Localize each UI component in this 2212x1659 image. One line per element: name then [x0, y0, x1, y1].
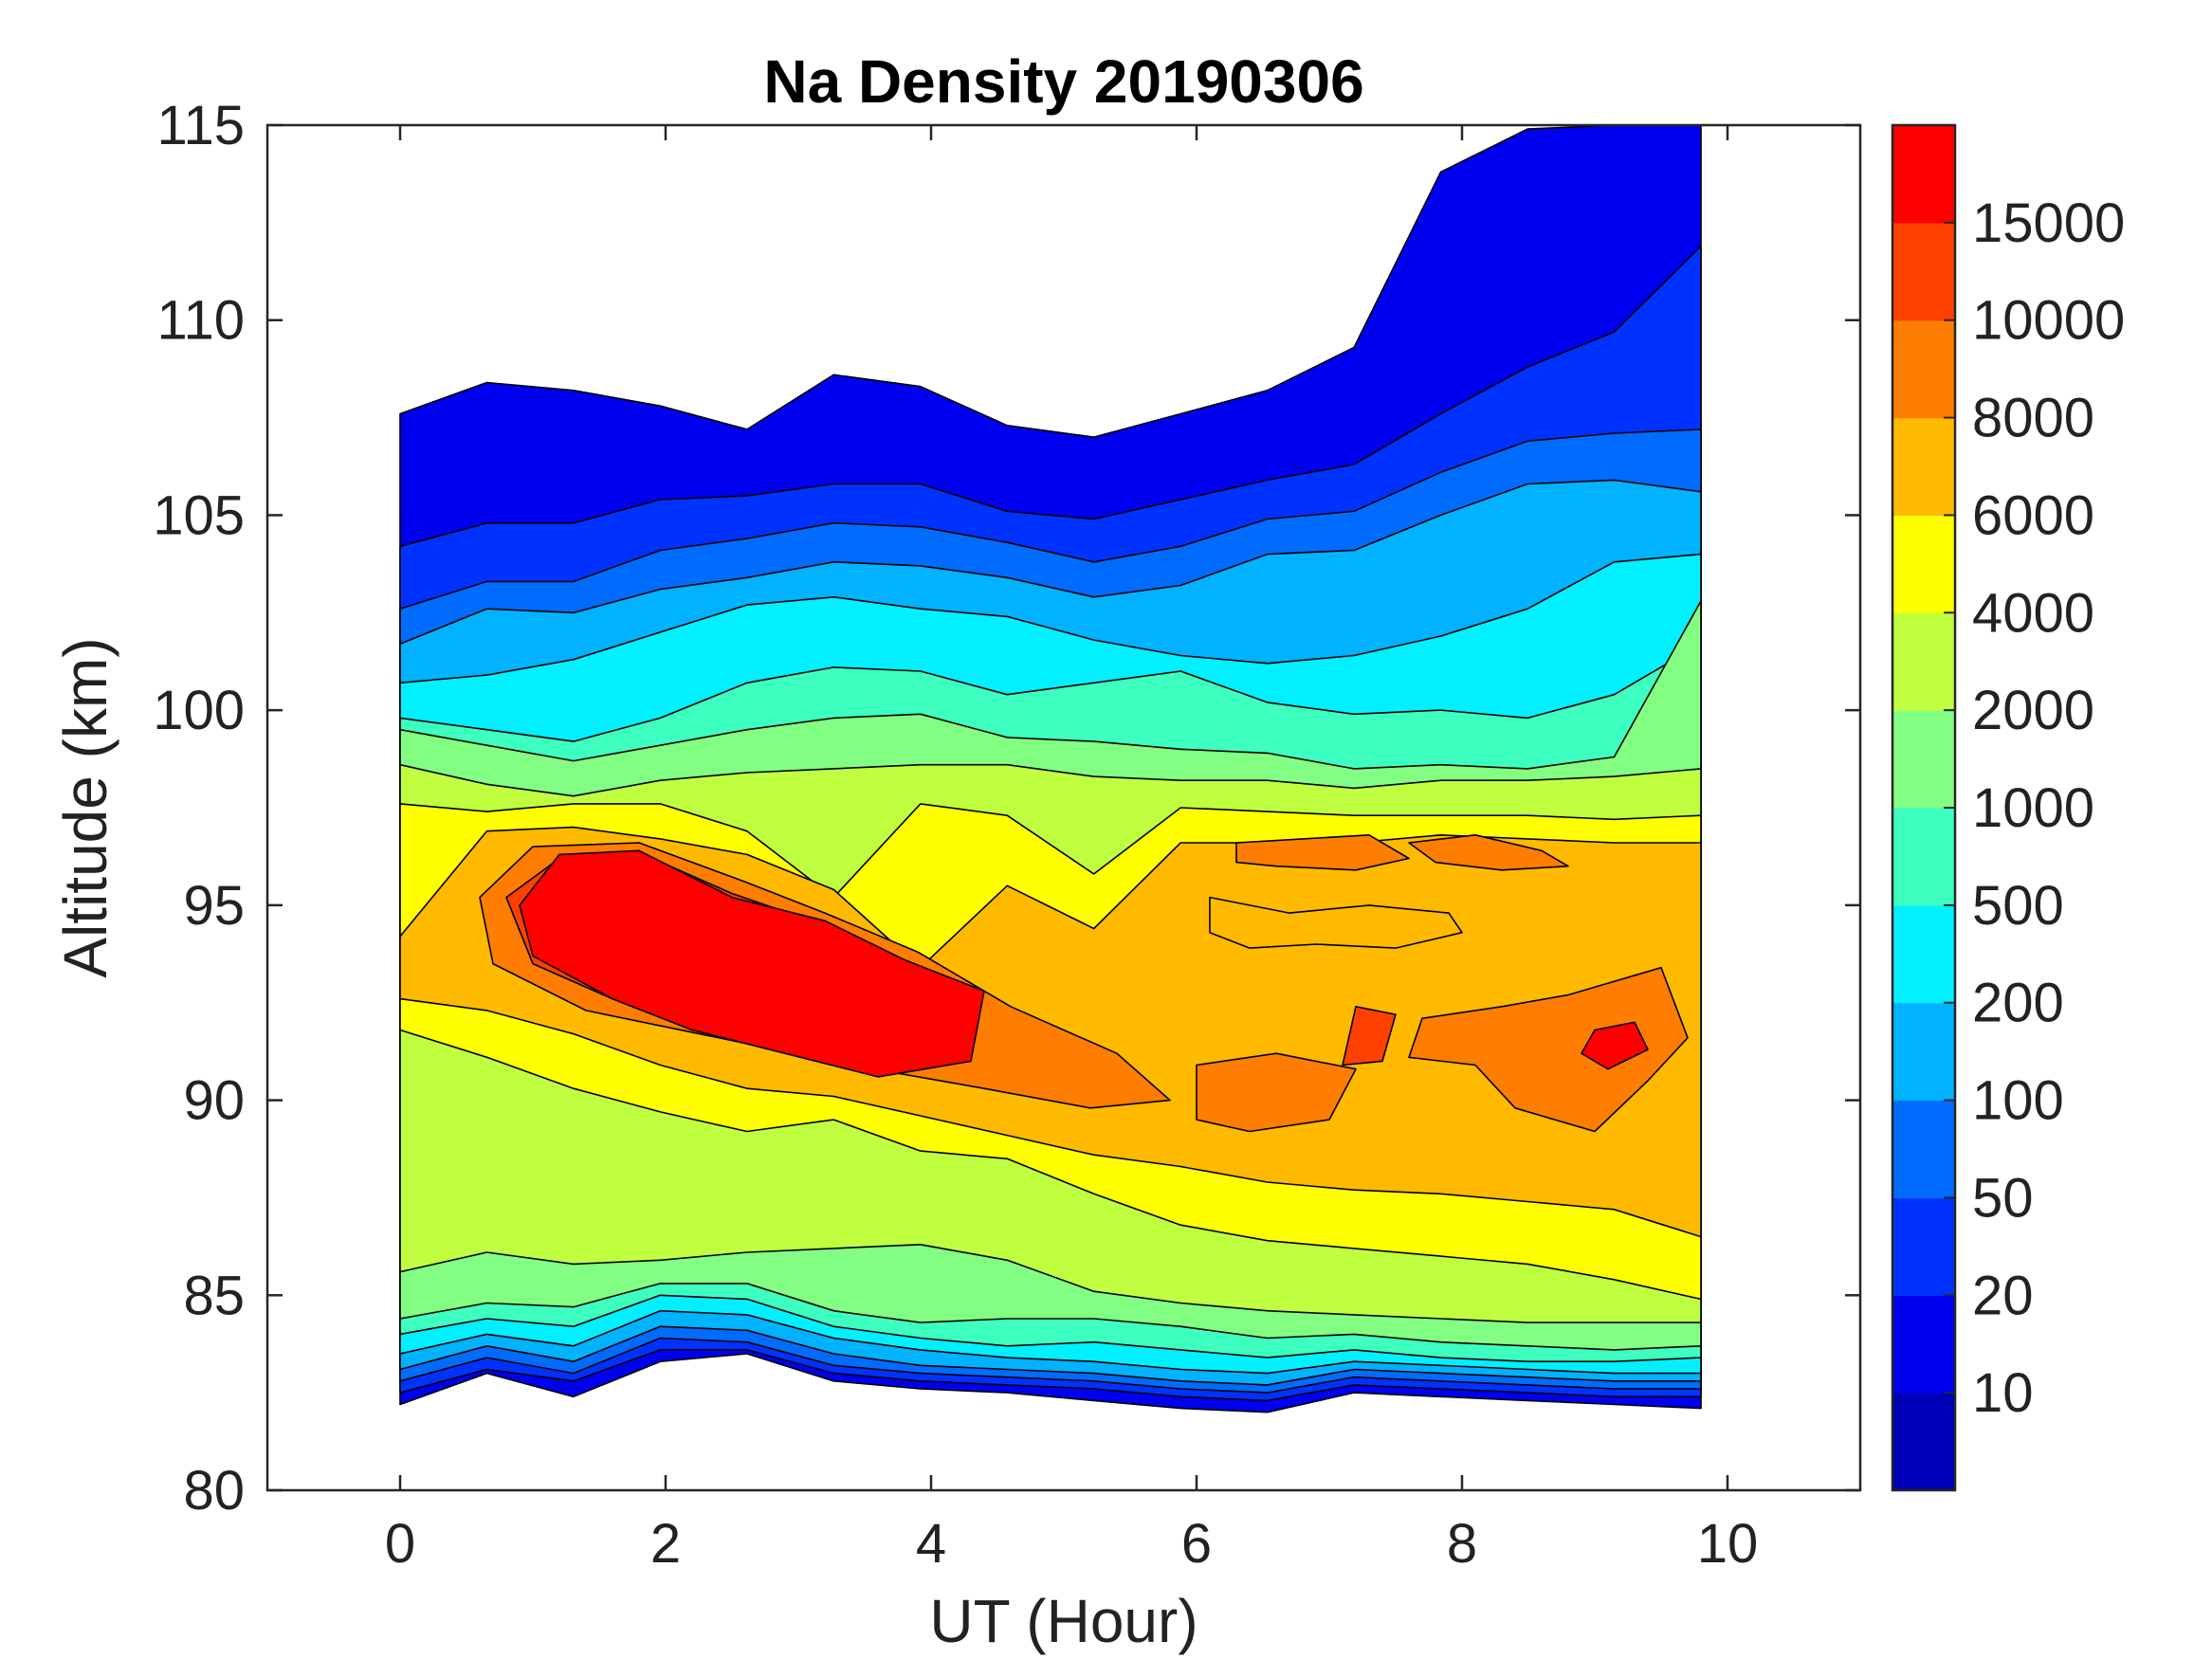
colorbar-tick-label: 100: [1972, 1070, 2064, 1132]
colorbar-swatch-4: [1892, 1002, 1955, 1102]
y-tick-label: 105: [153, 484, 245, 546]
y-tick-label: 80: [183, 1460, 245, 1522]
colorbar-swatch-5: [1892, 904, 1955, 1004]
x-axis-label: UT (Hour): [929, 1587, 1197, 1655]
x-tick-label: 4: [916, 1513, 946, 1575]
y-axis-label: Altitude (km): [51, 637, 119, 977]
plot-frame: [265, 123, 1862, 1492]
colorbar-tick-label: 1000: [1972, 777, 2094, 839]
y-tick-label: 85: [183, 1265, 245, 1326]
colorbar-swatch-2: [1892, 1197, 1955, 1296]
colorbar-swatch-11: [1892, 319, 1955, 419]
colorbar-swatch-6: [1892, 808, 1955, 906]
y-axis: 80 85 90 95 100 105 110 115: [153, 95, 1860, 1522]
colorbar-tick-label: 50: [1972, 1167, 2034, 1229]
contour-patch-8000-7: [1408, 966, 1689, 1133]
colorbar-swatch-8: [1892, 612, 1955, 711]
colorbar-swatch-3: [1892, 1100, 1955, 1199]
x-axis: 0 2 4 6 8 10: [385, 125, 1758, 1575]
contour-patch-15000-2: [519, 849, 985, 1078]
contour-patch-8000-3: [1235, 833, 1410, 871]
contour-patch-15000-9: [1581, 1021, 1649, 1070]
colorbar-tick-label: 6000: [1972, 484, 2094, 546]
colorbar-tick-label: 4000: [1972, 582, 2094, 644]
colorbar-tick-label: 8000: [1972, 388, 2094, 449]
y-tick-label: 110: [157, 290, 245, 352]
colorbar-swatch-12: [1892, 222, 1955, 321]
colorbar-tick-label: 20: [1972, 1265, 2034, 1326]
y-tick-label: 95: [183, 875, 245, 937]
contour-patch-10000-8: [1342, 1006, 1397, 1066]
y-tick-label: 115: [157, 95, 245, 156]
colorbar-swatch-9: [1892, 515, 1955, 613]
colorbar-tick-label: 200: [1972, 973, 2064, 1034]
x-tick-label: 10: [1697, 1513, 1759, 1575]
contour-patch-8000-6: [1196, 1052, 1357, 1133]
colorbar-tick-label: 10000: [1972, 290, 2125, 352]
contour-patch-6000-5: [1209, 896, 1463, 949]
colorbar-swatch-1: [1892, 1295, 1955, 1394]
colorbar-tick-label: 2000: [1972, 680, 2094, 741]
y-tick-label: 90: [183, 1070, 245, 1132]
colorbar-tick-label: 500: [1972, 875, 2064, 937]
colorbar-tick-label: 15000: [1972, 192, 2125, 254]
x-tick-label: 8: [1447, 1513, 1477, 1575]
colorbar-swatch-13: [1892, 125, 1955, 224]
contour-layer: [399, 125, 1702, 1413]
colorbar-swatch-7: [1892, 710, 1955, 809]
y-tick-label: 100: [153, 680, 245, 741]
colorbar: 10 20 50 100 200 500 1000 2000 4000 6000 8000 10000…: [1891, 123, 2125, 1492]
chart-title: Na Density 20190306: [763, 47, 1363, 116]
x-tick-label: 6: [1181, 1513, 1212, 1575]
x-tick-label: 0: [385, 1513, 415, 1575]
colorbar-swatch-10: [1892, 417, 1955, 517]
x-tick-label: 2: [650, 1513, 681, 1575]
contour-patch-8000-4: [1408, 833, 1569, 871]
colorbar-tick-label: 10: [1972, 1362, 2034, 1424]
colorbar-swatch-0: [1892, 1393, 1955, 1491]
